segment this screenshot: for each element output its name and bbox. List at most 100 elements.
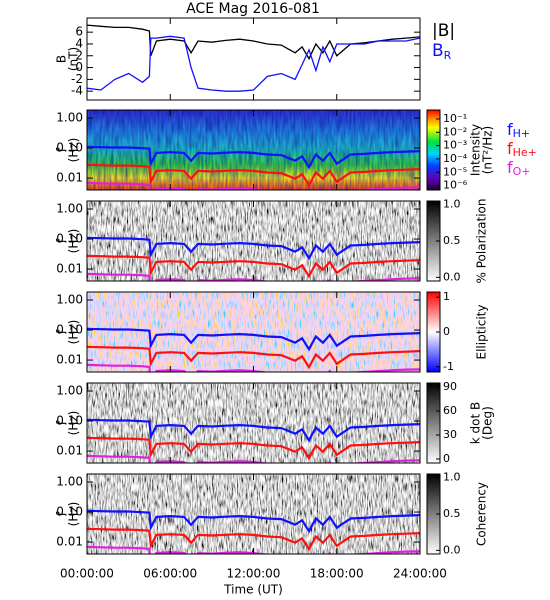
y-axis-label: (Hz) (67, 229, 81, 254)
colorbar-label: (Deg) (481, 406, 495, 440)
y-tick-label: 1.00 (56, 111, 83, 125)
gyro-line (87, 345, 420, 370)
panel (87, 474, 420, 554)
colorbar-tick-label: 0.5 (443, 234, 461, 247)
legend-entry: |B| (432, 21, 455, 41)
legend-entry: fH+ (507, 120, 530, 141)
gyro-line (87, 418, 420, 443)
colorbar-tick-label: 1 (443, 290, 450, 303)
legend-entry: BR (432, 41, 452, 62)
y-tick-label: -4 (71, 84, 83, 98)
x-tick-label: 06:00:00 (143, 567, 197, 581)
legend-name: f (507, 158, 513, 177)
y-tick-label: 1.00 (56, 384, 83, 398)
colorbar-label: % Polarization (475, 199, 489, 284)
frame (86, 17, 421, 101)
gyro-line (87, 527, 420, 552)
y-tick-label: 1.00 (56, 293, 83, 307)
colorbar (426, 382, 441, 464)
legend-subscript: O+ (513, 165, 531, 178)
legend-entry: fO+ (507, 158, 531, 179)
y-tick-label: 2 (75, 48, 83, 62)
y-tick-label: -2 (71, 72, 83, 86)
gyro-line (87, 145, 420, 170)
colorbar-tick-label: 1.0 (443, 198, 461, 211)
colorbar-label: Coherency (475, 482, 489, 546)
colorbar-label: (nT²/Hz) (481, 126, 495, 174)
panel (87, 292, 420, 372)
panel (87, 110, 420, 190)
y-tick-label: 4 (75, 36, 83, 50)
colorbar-label: Ellipticity (475, 305, 489, 360)
y-axis-label: (Hz) (67, 502, 81, 527)
spectrogram-image (87, 474, 420, 554)
legend-name: |B| (432, 21, 455, 41)
y-axis-label: f (55, 329, 69, 334)
x-tick-label: 18:00:00 (310, 567, 364, 581)
colorbar-tick-label: 10⁻³ (443, 139, 467, 152)
spectrogram-noise (87, 110, 420, 190)
colorbar-tick-label: 0.5 (443, 507, 461, 520)
y-axis-label: B (55, 55, 69, 63)
x-tick-label: 12:00:00 (227, 567, 281, 581)
y-axis-label: f (55, 511, 69, 516)
x-tick-label: 24:00:00 (393, 567, 447, 581)
x-tick-label: 00:00:00 (60, 567, 114, 581)
legend-subscript: He+ (513, 146, 537, 159)
y-tick-label: 0.10 (56, 323, 83, 337)
colorbar-label: Intensity (469, 124, 483, 176)
y-axis-label: f (55, 238, 69, 243)
y-tick-label: 0.01 (56, 171, 83, 185)
legend-subscript: R (444, 49, 452, 62)
gyro-line (87, 163, 420, 188)
panel (87, 24, 420, 92)
spectrogram-image (87, 292, 420, 372)
y-tick-label: 0.10 (56, 232, 83, 246)
legend-name: f (507, 139, 513, 158)
y-tick-label: 0.10 (56, 414, 83, 428)
y-tick-label: 1.00 (56, 202, 83, 216)
colorbar-tick-label: 10⁻⁴ (443, 152, 468, 165)
y-tick-label: 0.01 (56, 353, 83, 367)
colorbar-tick-label: 90 (443, 380, 457, 393)
colorbar-tick-label: 0.0 (443, 270, 461, 283)
y-axis-label: f (55, 420, 69, 425)
y-tick-label: 0.10 (56, 505, 83, 519)
panel (87, 201, 420, 281)
gyro-line (87, 509, 420, 534)
y-tick-label: 6 (75, 25, 83, 39)
colorbar-tick-label: 10⁻⁵ (443, 165, 467, 178)
colorbar-tick-label: 10⁻⁶ (443, 179, 468, 192)
legend-name: f (507, 120, 513, 139)
legend-name: B (432, 41, 444, 61)
y-tick-label: 0.01 (56, 262, 83, 276)
colorbar-tick-label: 10⁻² (443, 125, 467, 138)
gyro-line (87, 327, 420, 352)
y-axis-label: (Hz) (67, 411, 81, 436)
colorbar-tick-label: 30 (443, 428, 457, 441)
panel (87, 383, 420, 463)
spectrogram-image (87, 201, 420, 281)
colorbar-tick-label: 1.0 (443, 471, 461, 484)
y-tick-label: 0.10 (56, 141, 83, 155)
gyro-line (87, 436, 420, 461)
colorbar-tick-label: 60 (443, 404, 457, 417)
colorbar-tick-label: -1 (443, 360, 454, 373)
colorbar-tick-label: 0 (443, 452, 450, 465)
y-tick-label: 0 (75, 60, 83, 74)
colorbar-label: k dot B (469, 402, 483, 444)
gyro-line (87, 236, 420, 261)
colorbar (426, 109, 441, 191)
colorbar-tick-label: 0 (443, 325, 450, 338)
x-axis-label: Time (UT) (223, 583, 283, 597)
y-tick-label: 0.01 (56, 444, 83, 458)
legend-subscript: H+ (513, 127, 531, 140)
colorbar-tick-label: 0.0 (443, 543, 461, 556)
y-axis-label: (nT) (67, 47, 81, 71)
y-tick-label: 0.01 (56, 535, 83, 549)
line (87, 24, 420, 61)
colorbar-tick-label: 10⁻¹ (443, 112, 467, 125)
line (87, 35, 420, 92)
legend-entry: fHe+ (507, 139, 537, 160)
